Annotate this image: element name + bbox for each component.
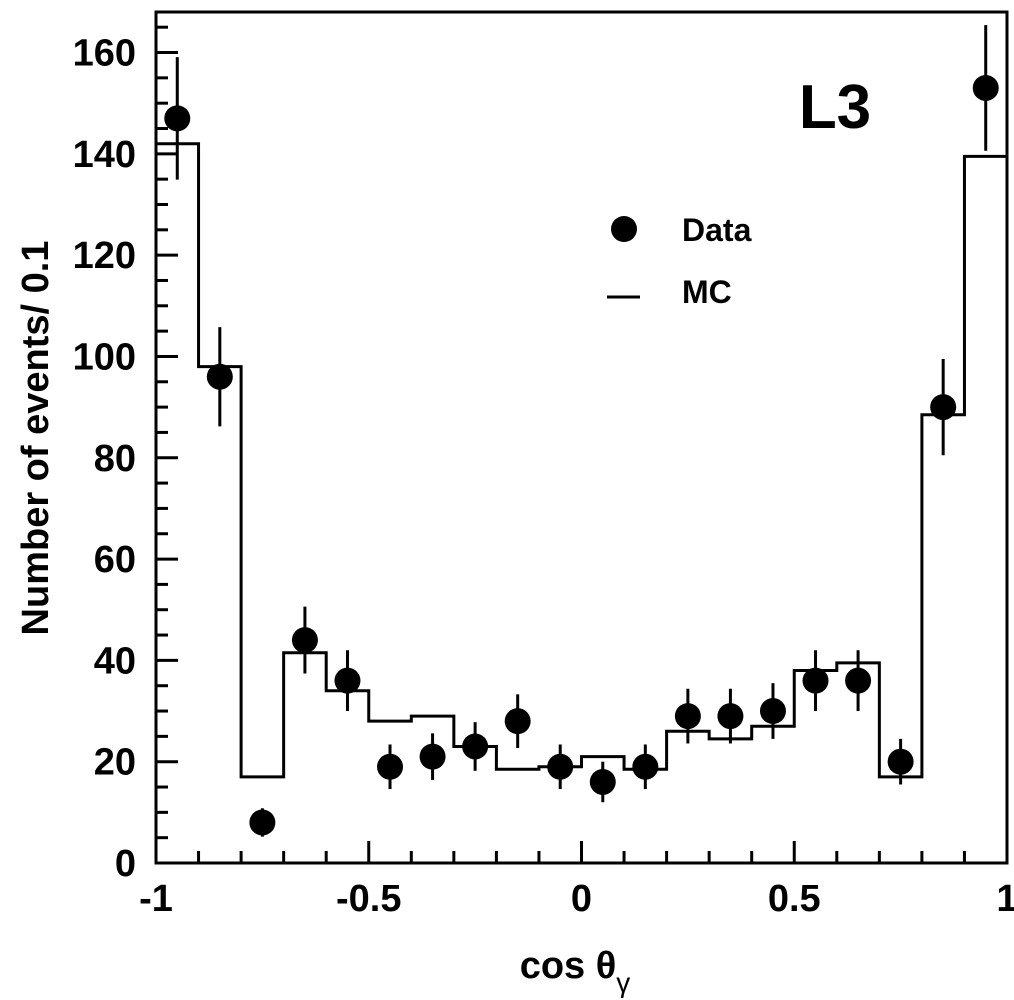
x-tick-label: -1 (139, 878, 173, 920)
data-point (291, 627, 318, 654)
data-point (887, 748, 914, 775)
legend: Data MC (607, 212, 752, 310)
x-tick-label: 0.5 (768, 878, 821, 920)
data-point (334, 667, 361, 694)
y-tick-label: 20 (94, 742, 136, 784)
x-tick-label: 0 (571, 878, 592, 920)
legend-mc-label: MC (682, 274, 732, 310)
y-tick-label: 140 (73, 134, 136, 176)
y-tick-label: 160 (73, 33, 136, 75)
y-axis-title: Number of events/ 0.1 (15, 241, 57, 636)
y-tick-label: 100 (73, 336, 136, 378)
mc-histogram-line (156, 142, 1007, 779)
x-axis-title-main: cos θ (520, 945, 617, 987)
x-axis-title: cos θγ (520, 945, 631, 998)
x-axis-title-subscript: γ (616, 967, 630, 998)
data-point (632, 753, 659, 780)
plot-area (156, 25, 1007, 837)
data-point (164, 105, 191, 132)
data-point (504, 708, 531, 735)
data-point (462, 733, 489, 760)
data-point (845, 667, 872, 694)
data-point (759, 698, 786, 725)
data-point (249, 809, 276, 836)
data-point (206, 363, 233, 390)
y-tick-label: 60 (94, 539, 136, 581)
data-point (377, 753, 404, 780)
y-tick-label: 80 (94, 438, 136, 480)
axes: -1 -0.5 0 0.5 1 0 20 40 60 80 100 120 140 160 (73, 10, 1014, 920)
data-point (972, 74, 999, 101)
legend-data-label: Data (682, 212, 752, 248)
x-tick-label: -0.5 (336, 878, 401, 920)
y-tick-label: 40 (94, 640, 136, 682)
data-point (419, 743, 446, 770)
x-tick-label: 1 (996, 878, 1014, 920)
data-point (589, 768, 616, 795)
data-point (674, 703, 701, 730)
data-point (802, 667, 829, 694)
experiment-label: L3 (799, 73, 871, 142)
legend-data-marker (611, 216, 637, 242)
y-tick-label: 0 (115, 843, 136, 885)
y-tick-label: 120 (73, 235, 136, 277)
data-point (717, 703, 744, 730)
data-point (930, 394, 957, 421)
data-point (547, 753, 574, 780)
